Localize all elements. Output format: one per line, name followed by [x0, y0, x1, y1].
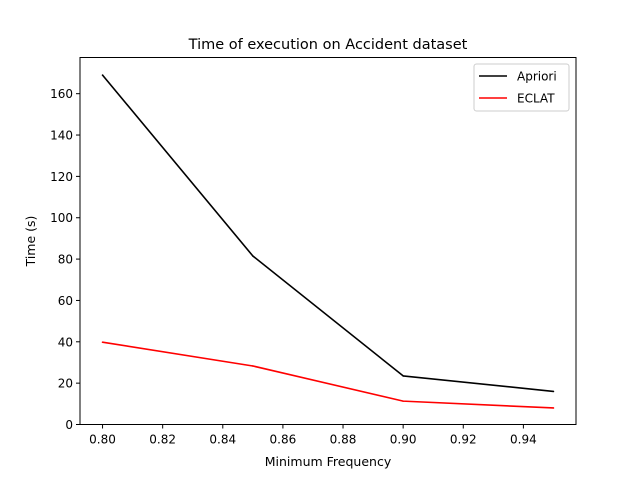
y-tick-label: 20 [58, 377, 73, 391]
y-tick-label: 160 [50, 87, 73, 101]
x-tick-label: 0.82 [149, 433, 176, 447]
y-axis-ticks: 0 20 40 60 80 100 120 140 160 [50, 87, 80, 432]
plot-area [79, 57, 577, 425]
data-point-eclat [101, 341, 104, 344]
series-line-apriori [101, 74, 554, 393]
x-tick-label: 0.86 [270, 433, 297, 447]
x-axis-label: Minimum Frequency [265, 454, 392, 469]
x-tick-label: 0.80 [89, 433, 116, 447]
data-point-apriori [552, 390, 555, 393]
series-line-eclat [102, 341, 554, 409]
legend-label-eclat: ECLAT [517, 92, 555, 106]
data-point-eclat [402, 400, 404, 402]
y-tick-label: 0 [65, 418, 73, 432]
y-tick-label: 80 [58, 253, 73, 267]
x-tick-label: 0.92 [450, 433, 477, 447]
legend: Apriori ECLAT [473, 63, 570, 112]
data-point-apriori [101, 74, 104, 76]
legend-label-apriori: Apriori [517, 70, 557, 84]
axes-frame [79, 57, 577, 425]
data-point-eclat [552, 407, 555, 409]
data-point-apriori [402, 375, 404, 377]
y-tick-label: 120 [50, 170, 73, 184]
y-tick-label: 100 [50, 211, 73, 225]
x-tick-label: 0.90 [390, 433, 417, 447]
y-tick-label: 40 [58, 335, 73, 349]
x-tick-label: 0.84 [209, 433, 236, 447]
data-point-eclat [252, 365, 254, 367]
data-point-apriori [252, 255, 254, 257]
y-tick-label: 60 [58, 294, 73, 308]
x-tick-label: 0.94 [510, 433, 537, 447]
series-layer [101, 74, 555, 409]
x-tick-label: 0.88 [330, 433, 357, 447]
y-axis-label: Time (s) [23, 216, 38, 268]
x-axis-ticks: 0.80 0.82 0.84 0.86 0.88 0.90 0.92 0.94 [89, 424, 537, 447]
chart-title: Time of execution on Accident dataset [188, 37, 468, 53]
y-tick-label: 140 [50, 129, 73, 143]
